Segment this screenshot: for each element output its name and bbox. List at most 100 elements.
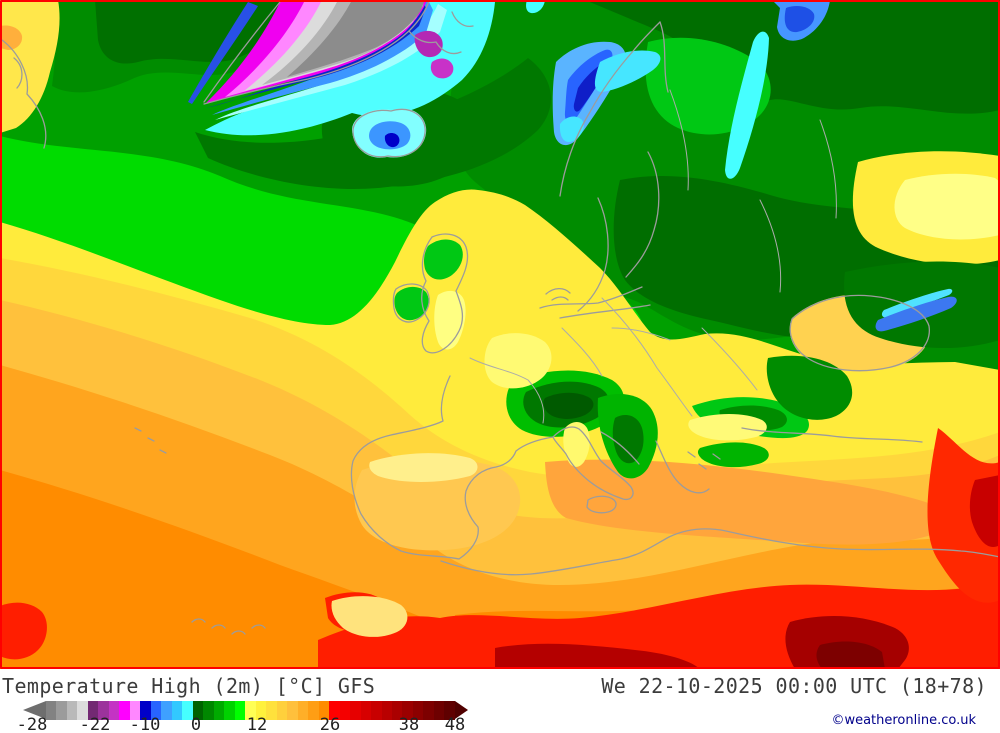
map-region-atlas-pale-patch bbox=[331, 596, 408, 637]
colorbar-tick-label: 38 bbox=[398, 715, 420, 733]
colorbar-segment bbox=[77, 701, 88, 720]
map-region-east-pale-yellow-core bbox=[894, 173, 1000, 240]
colorbar-segment bbox=[287, 701, 298, 720]
map-region-africa-dark-red-west bbox=[495, 643, 700, 669]
map-region-iceland-dark-blue-dot bbox=[384, 133, 400, 148]
map-region-greenland-west-blue bbox=[188, 2, 258, 104]
map-region-coast-iceland bbox=[352, 108, 426, 158]
legend-panel: Temperature High (2m) [°C] GFS We 22-10-… bbox=[0, 669, 1000, 733]
map-region-russia-cyan-streak bbox=[725, 31, 769, 179]
map-region-levant-red bbox=[927, 428, 1000, 603]
map-region-ireland-green bbox=[394, 286, 429, 321]
map-region-southwest-red-blob bbox=[0, 602, 47, 660]
map-region-coast-azores bbox=[134, 427, 167, 454]
colorbar-gradient bbox=[46, 701, 455, 720]
colorbar-segment bbox=[360, 701, 372, 720]
map-region-coast-italy bbox=[552, 426, 634, 501]
colorbar-left-arrow-icon bbox=[23, 701, 46, 719]
colorbar-segment bbox=[161, 701, 172, 720]
colorbar-segment bbox=[108, 701, 120, 720]
colorbar-tick-label: -10 bbox=[129, 715, 161, 733]
map-region-scotland-green bbox=[424, 239, 463, 280]
map-region-borders-east-europe bbox=[669, 89, 837, 293]
colorbar-segment bbox=[276, 701, 288, 720]
colorbar-segment bbox=[192, 701, 204, 720]
map-region-dinaric-dark-core bbox=[612, 415, 644, 464]
map-region-map-border bbox=[0, 0, 1000, 669]
map-region-coast-canada bbox=[1, 39, 47, 149]
map-region-greenland-east-purple-fjord-2 bbox=[430, 58, 454, 79]
colorbar-segment bbox=[391, 701, 403, 720]
colorbar-tick-label: 0 bbox=[190, 715, 202, 733]
colorbar-segment bbox=[350, 701, 361, 720]
colorbar-segment bbox=[412, 701, 424, 720]
temperature-colorbar bbox=[23, 701, 468, 720]
map-region-coast-france-iberia bbox=[350, 375, 554, 560]
map-region-germany-pale-yellow bbox=[484, 333, 552, 389]
map-region-ukraine-green-lobe bbox=[766, 355, 853, 420]
colorbar-segment bbox=[150, 701, 162, 720]
map-region-coast-denmark bbox=[545, 287, 571, 301]
colorbar-segment bbox=[308, 701, 319, 720]
map-region-coast-sicily bbox=[586, 495, 617, 514]
map-region-coast-greenland-southeast bbox=[203, 0, 430, 105]
map-region-coast-black-sea bbox=[789, 294, 930, 372]
map-region-coast-ireland bbox=[392, 283, 430, 323]
colorbar-segment bbox=[266, 701, 277, 720]
colorbar-segment bbox=[402, 701, 413, 720]
colorbar-segment bbox=[119, 701, 130, 720]
map-region-greenland-east-purple-fjord-1 bbox=[414, 30, 443, 58]
colorbar-segment bbox=[98, 701, 109, 720]
colorbar-segment bbox=[87, 701, 99, 720]
map-region-caucasus-cyan-edge bbox=[881, 288, 953, 318]
map-region-africa-darkest-core bbox=[816, 641, 885, 669]
map-region-caucasus-blue-streak bbox=[875, 296, 957, 332]
colorbar-segment bbox=[444, 701, 455, 720]
map-region-norway-cyan-northeast bbox=[594, 50, 661, 92]
map-region-levant-dark-red-core bbox=[969, 475, 1000, 548]
map-region-balkan-ridge-green bbox=[697, 442, 769, 468]
colorbar-tick-label: 26 bbox=[319, 715, 341, 733]
map-region-russia-blue-patch-core bbox=[784, 6, 815, 33]
colorbar-segment bbox=[423, 701, 434, 720]
colorbar-segment bbox=[66, 701, 78, 720]
colorbar-segment bbox=[213, 701, 225, 720]
colorbar-segment bbox=[234, 701, 246, 720]
colorbar-segment bbox=[371, 701, 382, 720]
map-region-coast-greenland-fjords bbox=[408, 11, 474, 55]
colorbar-segment bbox=[171, 701, 183, 720]
colorbar-segment bbox=[381, 701, 392, 720]
colorbar-segment bbox=[318, 701, 330, 720]
map-region-coast-scandinavia-inner bbox=[577, 21, 669, 312]
colorbar-tick-label: -28 bbox=[16, 715, 48, 733]
map-region-russia-darker-north bbox=[585, 0, 1000, 114]
map-region-coast-greenland-southwest bbox=[203, 1, 281, 103]
colorbar-segment bbox=[339, 701, 351, 720]
map-region-alps-darkest-core bbox=[543, 392, 594, 419]
colorbar-segment bbox=[433, 701, 445, 720]
map-region-greenland-icecap-dark-gray bbox=[287, 0, 424, 77]
colorbar-tick-label: 48 bbox=[444, 715, 466, 733]
map-region-coast-great-britain bbox=[421, 233, 469, 354]
colorbar-segment bbox=[182, 701, 193, 720]
copyright-notice: ©weatheronline.co.uk bbox=[831, 713, 976, 728]
legend-title: Temperature High (2m) [°C] GFS bbox=[2, 674, 376, 698]
map-region-coast-canary-islands bbox=[191, 618, 266, 635]
map-region-england-pale-yellow bbox=[434, 290, 466, 350]
map-region-iberia-pale-ridge bbox=[369, 453, 478, 482]
colorbar-segment bbox=[56, 701, 67, 720]
map-region-mediterranean-orange bbox=[545, 459, 962, 545]
colorbar-segment bbox=[329, 701, 340, 720]
colorbar-tick-label: -22 bbox=[79, 715, 111, 733]
map-region-coast-baltic-south bbox=[539, 286, 651, 319]
colorbar-right-arrow-icon bbox=[455, 701, 468, 719]
colorbar-segment bbox=[297, 701, 309, 720]
forecast-datetime: We 22-10-2025 00:00 UTC (18+78) bbox=[601, 674, 987, 698]
map-region-coast-adriatic-greece bbox=[600, 431, 721, 494]
map-region-coast-norway bbox=[559, 21, 661, 197]
temperature-map bbox=[0, 0, 1000, 669]
map-region-aegean-pale-yellow bbox=[688, 414, 767, 441]
colorbar-segment bbox=[255, 701, 267, 720]
map-region-coast-turkey-south bbox=[741, 427, 923, 443]
